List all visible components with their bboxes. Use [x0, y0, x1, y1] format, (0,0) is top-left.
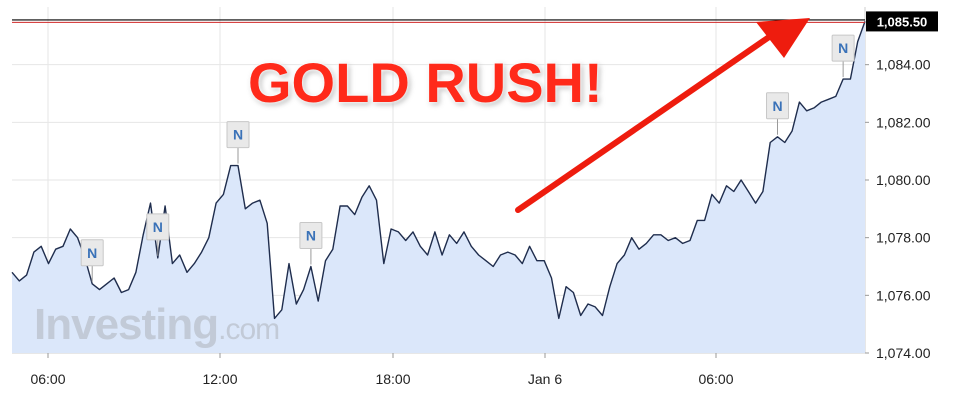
x-tick-label: Jan 6	[528, 371, 562, 387]
arrow-icon	[515, 18, 810, 213]
news-marker-box	[831, 34, 855, 62]
watermark-brand: Investing	[34, 300, 219, 349]
news-marker-icon[interactable]: N	[766, 92, 790, 135]
news-marker-box	[299, 222, 323, 249]
news-marker-letter: N	[772, 98, 782, 114]
x-tick-label: 18:00	[375, 371, 410, 387]
y-tick-label: 1,078.00	[876, 230, 931, 246]
news-marker-letter: N	[233, 127, 243, 143]
news-marker-icon[interactable]: N	[226, 121, 250, 164]
arrow-head	[756, 18, 810, 58]
news-marker-letter: N	[153, 219, 163, 235]
watermark-suffix: .com	[218, 313, 280, 346]
x-axis: 06:00 12:00 18:00 Jan 6 06:00	[30, 353, 734, 387]
y-tick-label: 1,082.00	[876, 114, 931, 130]
x-tick-label: 06:00	[698, 371, 733, 387]
headline: GOLD RUSH!	[248, 51, 603, 114]
news-marker-icon[interactable]: N	[146, 213, 170, 256]
y-axis: 1,074.00 1,076.00 1,078.00 1,080.00 1,082.00…	[865, 57, 931, 361]
price-area	[12, 21, 865, 354]
news-marker-letter: N	[87, 245, 97, 261]
y-tick-label: 1,084.00	[876, 57, 931, 73]
investing-watermark: Investing.com	[34, 300, 280, 350]
news-marker-box	[80, 239, 104, 267]
y-tick-label: 1,080.00	[876, 172, 931, 188]
y-tick-label: 1,076.00	[876, 287, 931, 303]
last-price-line: 1,085.50	[12, 11, 938, 32]
news-marker-icon[interactable]: N	[299, 222, 323, 265]
news-marker-letter: N	[838, 40, 848, 56]
news-marker-letter: N	[306, 228, 316, 244]
news-marker-box	[226, 121, 250, 149]
last-price-tag	[866, 11, 938, 32]
news-marker-box	[766, 92, 790, 120]
x-tick-label: 12:00	[202, 371, 237, 387]
arrow-shaft	[515, 32, 775, 213]
news-marker-icon[interactable]: N	[80, 239, 104, 282]
news-marker-icon[interactable]: N	[831, 34, 855, 78]
news-markers[interactable]: N N N N N N	[80, 34, 855, 282]
y-tick-label: 1,074.00	[876, 345, 931, 361]
last-price-value: 1,085.50	[877, 14, 928, 29]
news-marker-box	[146, 213, 170, 241]
price-area-fill	[12, 21, 865, 354]
x-tick-label: 06:00	[30, 371, 65, 387]
